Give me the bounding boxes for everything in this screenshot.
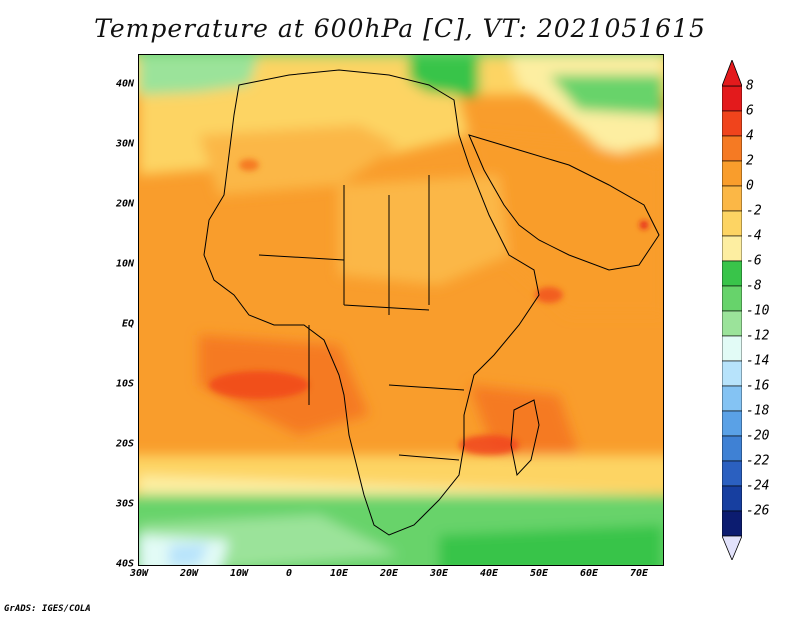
colorbar-swatch	[722, 335, 742, 362]
lon-label: 10E	[329, 568, 349, 579]
lon-label: 10W	[229, 568, 249, 579]
colorbar-label: -10	[746, 303, 770, 319]
colorbar-label: -16	[746, 378, 770, 394]
coastlines	[203, 69, 660, 536]
colorbar-label: -24	[746, 478, 770, 494]
colorbar	[722, 60, 742, 560]
colorbar-swatch	[722, 410, 742, 437]
colorbar-label: -18	[746, 403, 770, 419]
colorbar-label: -22	[746, 453, 770, 469]
colorbar-label: 8	[746, 78, 754, 94]
lon-label: 30E	[429, 568, 449, 579]
lat-label: EQ	[121, 318, 134, 330]
colorbar-swatch	[722, 160, 742, 187]
colorbar-label: -12	[746, 328, 770, 344]
colorbar-label: -2	[746, 203, 762, 219]
colorbar-swatch	[722, 135, 742, 162]
colorbar-swatch	[722, 385, 742, 412]
lat-label: 10N	[115, 258, 134, 270]
colorbar-swatch	[722, 435, 742, 462]
colorbar-swatch	[722, 310, 742, 337]
colorbar-label: 2	[746, 153, 754, 169]
colorbar-swatch	[722, 110, 742, 137]
colorbar-swatch	[722, 235, 742, 262]
colorbar-swatch	[722, 285, 742, 312]
colorbar-swatch	[722, 360, 742, 387]
colorbar-swatch	[722, 260, 742, 287]
colorbar-label: 0	[746, 178, 754, 194]
colorbar-label: -20	[746, 428, 770, 444]
colorbar-label: -8	[746, 278, 762, 294]
lon-label: 70E	[629, 568, 649, 579]
lon-label: 50E	[529, 568, 549, 579]
lat-label: 30S	[115, 498, 134, 510]
colorbar-label: 6	[746, 103, 754, 119]
colorbar-swatch	[722, 460, 742, 487]
temperature-field	[139, 55, 663, 565]
colorbar-label: -14	[746, 353, 770, 369]
colorbar-label: -6	[746, 253, 762, 269]
colorbar-top-arrow	[722, 60, 742, 87]
colorbar-label: 4	[746, 128, 754, 144]
chart-title: Temperature at 600hPa [C], VT: 202105161…	[94, 14, 706, 43]
colorbar-swatch	[722, 485, 742, 512]
lat-label: 40S	[115, 558, 134, 570]
lon-label: 60E	[579, 568, 599, 579]
colorbar-swatch	[722, 85, 742, 112]
colorbar-label: -4	[746, 228, 762, 244]
lon-label: 0	[285, 568, 293, 579]
colorbar-swatch	[722, 510, 742, 537]
colorbar-swatch	[722, 210, 742, 237]
lon-label: 40E	[479, 568, 499, 579]
lon-label: 20E	[379, 568, 399, 579]
lon-label: 30W	[129, 568, 149, 579]
grads-credit: GrADS: IGES/COLA	[4, 604, 91, 614]
lat-label: 20S	[115, 438, 134, 450]
lat-label: 10S	[115, 378, 134, 390]
map-panel	[138, 54, 664, 566]
lat-label: 20N	[115, 198, 134, 210]
colorbar-bottom-arrow	[722, 535, 742, 560]
lat-label: 40N	[115, 78, 134, 90]
colorbar-swatch	[722, 185, 742, 212]
lat-label: 30N	[115, 138, 134, 150]
lon-label: 20W	[179, 568, 199, 579]
colorbar-label: -26	[746, 503, 770, 519]
